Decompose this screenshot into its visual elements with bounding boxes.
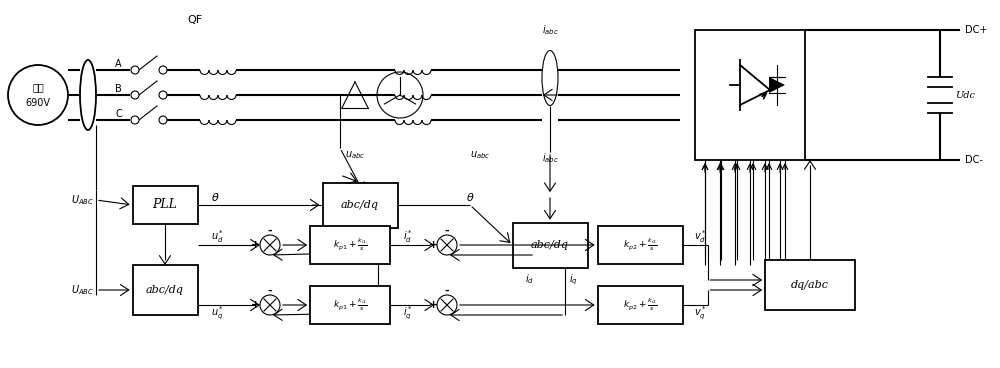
Text: QF: QF <box>187 15 203 25</box>
Bar <box>598 226 682 264</box>
Text: abc/dq: abc/dq <box>531 240 569 250</box>
Bar <box>765 260 855 310</box>
Text: $U_{ABC}$: $U_{ABC}$ <box>71 283 94 297</box>
Text: DC-: DC- <box>965 155 983 165</box>
Text: $k_{p2}+\frac{k_{i2}}{s}$: $k_{p2}+\frac{k_{i2}}{s}$ <box>623 237 657 253</box>
Text: dq/abc: dq/abc <box>791 280 829 290</box>
Text: DC+: DC+ <box>965 25 987 35</box>
Text: $k_{p1}+\frac{k_{i1}}{s}$: $k_{p1}+\frac{k_{i1}}{s}$ <box>333 297 367 313</box>
Circle shape <box>437 295 457 315</box>
Bar <box>695 30 805 160</box>
Text: +: + <box>251 240 261 250</box>
Text: abc/dq: abc/dq <box>341 200 379 210</box>
Text: +: + <box>428 240 438 250</box>
Bar <box>132 186 198 224</box>
Text: +: + <box>428 300 438 310</box>
Text: C: C <box>115 109 122 119</box>
Text: abc/dq: abc/dq <box>146 285 184 295</box>
Text: $i_q$: $i_q$ <box>569 272 577 287</box>
Text: -: - <box>268 286 272 296</box>
Circle shape <box>260 235 280 255</box>
Circle shape <box>260 295 280 315</box>
Text: $i_q^*$: $i_q^*$ <box>403 304 413 322</box>
Bar <box>310 226 390 264</box>
Text: $i_{abc}$: $i_{abc}$ <box>542 151 558 165</box>
Text: $i_d^*$: $i_d^*$ <box>403 229 413 245</box>
Text: $u_q$: $u_q$ <box>380 231 392 244</box>
Circle shape <box>159 91 167 99</box>
Text: -: - <box>445 226 449 236</box>
Text: $U_{ABC}$: $U_{ABC}$ <box>71 193 94 207</box>
Circle shape <box>437 235 457 255</box>
Text: -: - <box>268 226 272 236</box>
Text: $u_{abc}$: $u_{abc}$ <box>470 149 490 161</box>
Text: $u_q^*$: $u_q^*$ <box>211 304 224 322</box>
Circle shape <box>159 116 167 124</box>
Text: $i_d$: $i_d$ <box>525 273 535 286</box>
Polygon shape <box>769 77 785 93</box>
Bar <box>322 183 398 227</box>
Circle shape <box>131 66 139 74</box>
Text: $v_q^*$: $v_q^*$ <box>694 304 707 322</box>
Text: $k_{p2}+\frac{k_{i2}}{s}$: $k_{p2}+\frac{k_{i2}}{s}$ <box>623 297 657 313</box>
Text: B: B <box>115 84 122 94</box>
Circle shape <box>131 116 139 124</box>
Bar <box>132 265 198 315</box>
Text: $\theta$: $\theta$ <box>211 191 220 203</box>
Text: $\theta$: $\theta$ <box>466 191 474 203</box>
Text: $u_{abc}$: $u_{abc}$ <box>345 149 365 161</box>
Text: Udc: Udc <box>955 91 975 99</box>
Text: $i_{abc}$: $i_{abc}$ <box>542 23 558 37</box>
Text: $k_{p1}+\frac{k_{i1}}{s}$: $k_{p1}+\frac{k_{i1}}{s}$ <box>333 237 367 253</box>
Circle shape <box>131 91 139 99</box>
Text: A: A <box>115 59 122 69</box>
Text: 电网: 电网 <box>32 82 44 92</box>
Bar <box>310 286 390 324</box>
Text: $u_d^*$: $u_d^*$ <box>211 229 224 245</box>
Bar <box>598 286 682 324</box>
Text: 690V: 690V <box>26 98 50 108</box>
Text: -: - <box>445 286 449 296</box>
Text: $u_d$: $u_d$ <box>334 231 346 243</box>
Text: +: + <box>251 300 261 310</box>
Circle shape <box>159 66 167 74</box>
Bar <box>512 223 588 268</box>
Text: PLL: PLL <box>153 198 177 212</box>
Text: $v_d^*$: $v_d^*$ <box>694 229 707 245</box>
